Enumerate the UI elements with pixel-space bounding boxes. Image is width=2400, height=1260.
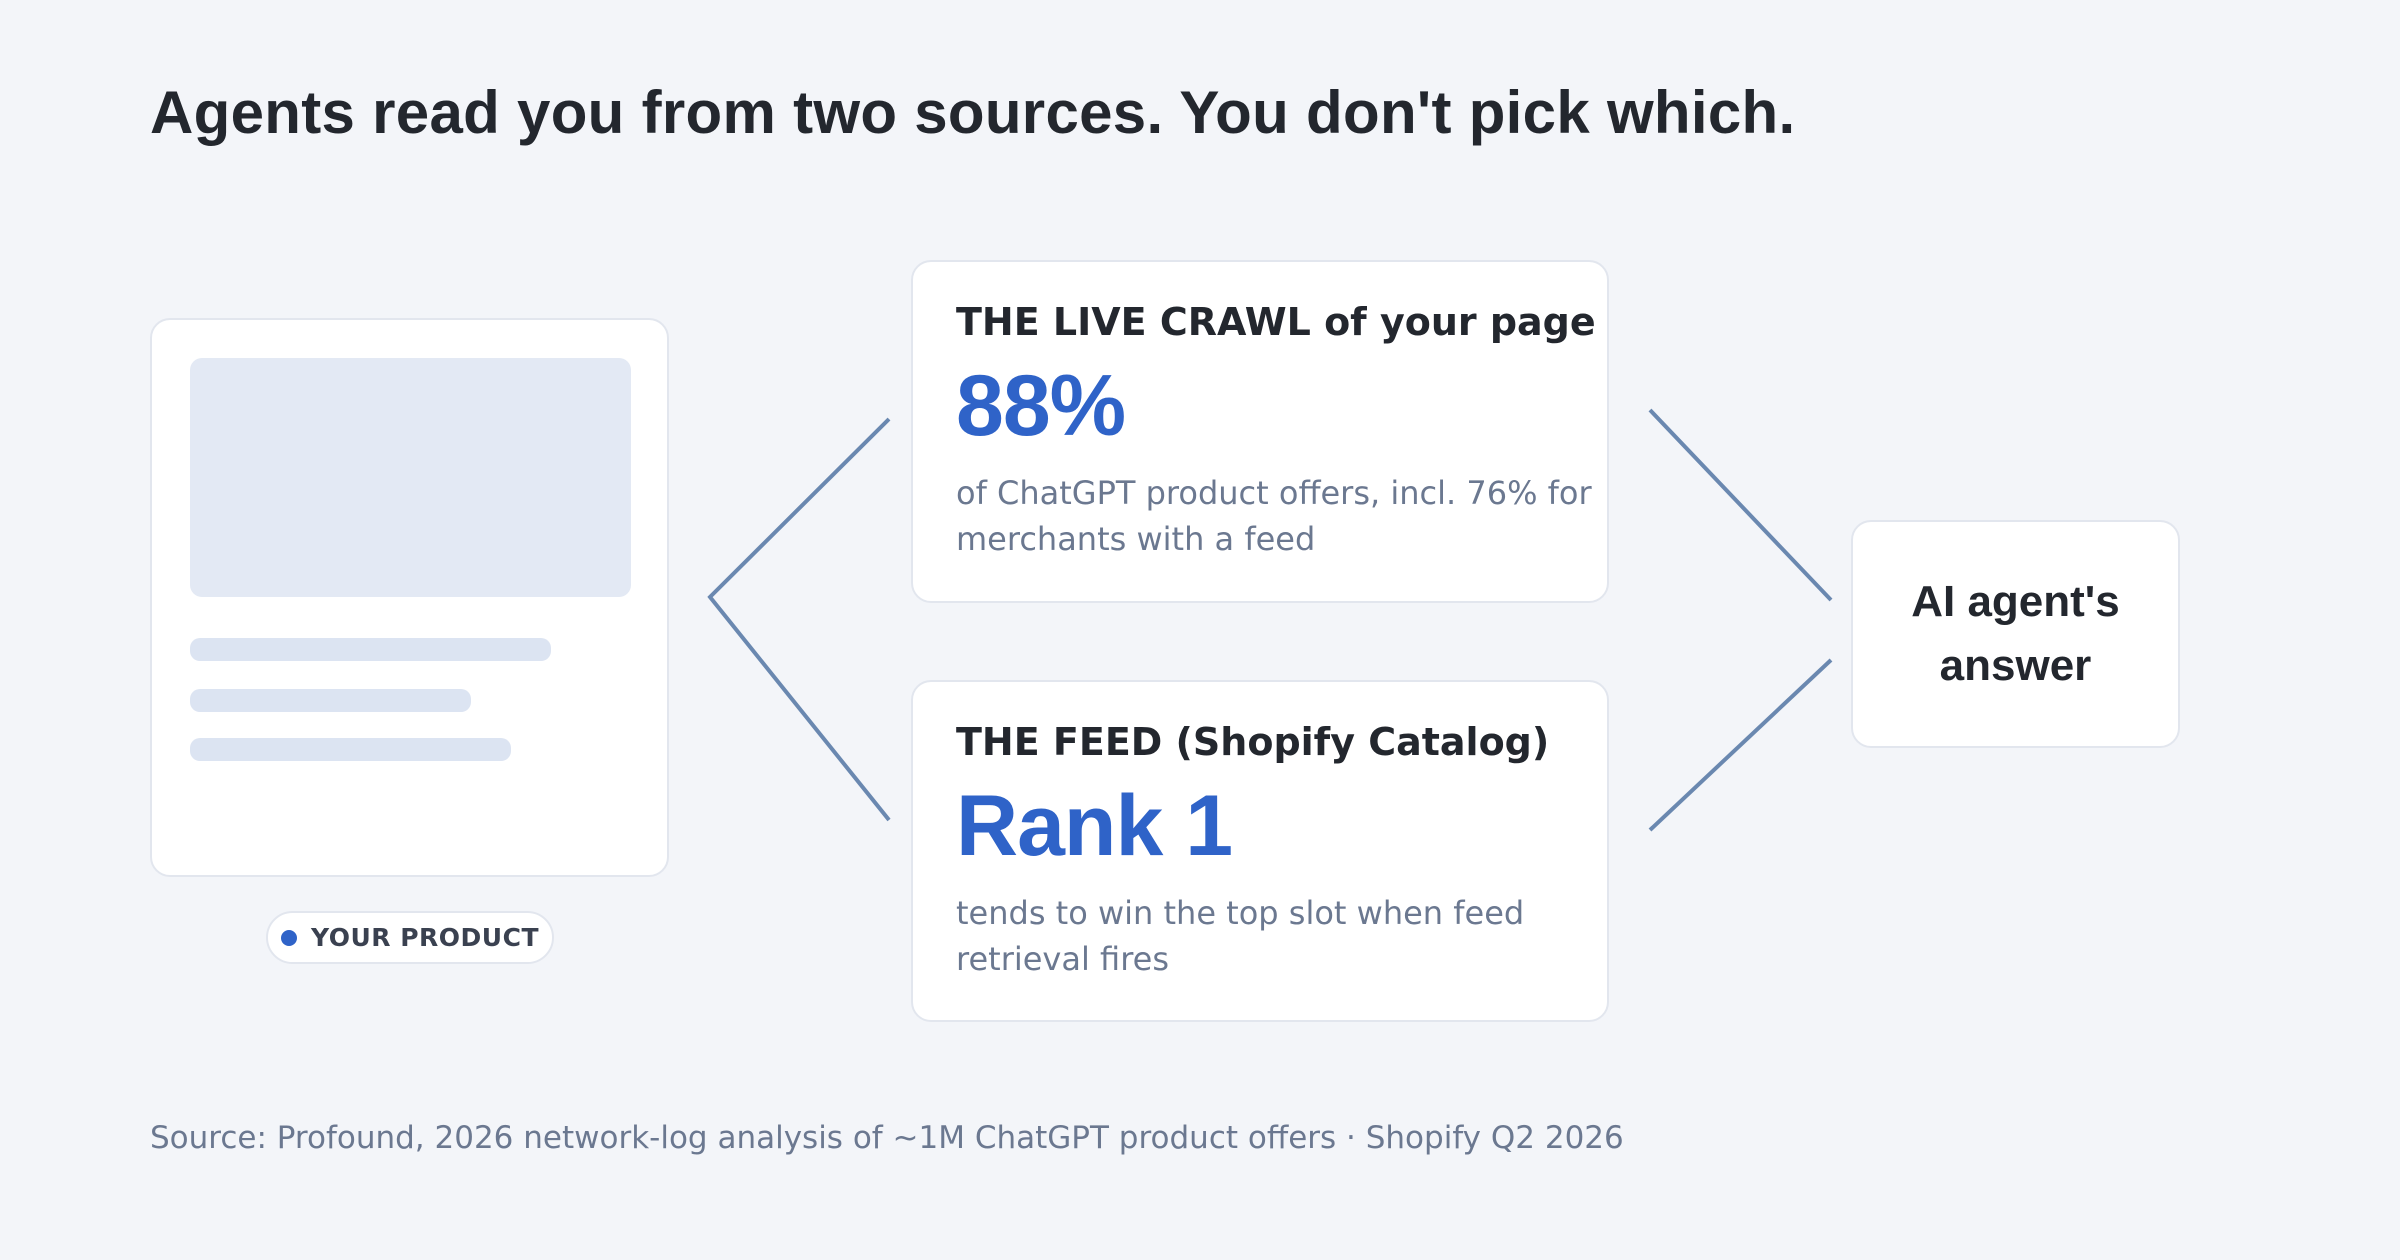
source-card: THE LIVE CRAWL of your page 88% of ChatG…: [911, 260, 1609, 603]
source-heading: THE FEED (Shopify Catalog): [956, 720, 1550, 764]
badge-dot: [281, 929, 297, 946]
connector: [1648, 408, 1833, 602]
image-placeholder: [190, 358, 631, 597]
connector: [1648, 658, 1833, 832]
title: Agents read you from two sources. You do…: [150, 79, 1796, 146]
source-description: of ChatGPT product offers, incl. 76% for…: [956, 474, 1592, 558]
connector: [707, 417, 891, 822]
text-placeholder: [190, 689, 471, 712]
source-description: tends to win the top slot when feed retr…: [956, 894, 1525, 978]
text-placeholder: [190, 738, 511, 761]
product-badge: YOUR PRODUCT: [266, 911, 554, 964]
badge-label: YOUR PRODUCT: [311, 923, 539, 952]
source-heading: THE LIVE CRAWL of your page: [956, 300, 1596, 344]
source-stat: 88%: [956, 358, 1126, 454]
text-placeholder: [190, 638, 551, 661]
source-card: THE FEED (Shopify Catalog) Rank 1 tends …: [911, 680, 1609, 1022]
source-note: Source: Profound, 2026 network-log analy…: [150, 1120, 1624, 1156]
source-stat: Rank 1: [956, 778, 1233, 874]
answer-label: AI agent's answer: [1911, 577, 2120, 690]
product-card: [150, 318, 669, 877]
answer-card: AI agent's answer: [1851, 520, 2180, 748]
